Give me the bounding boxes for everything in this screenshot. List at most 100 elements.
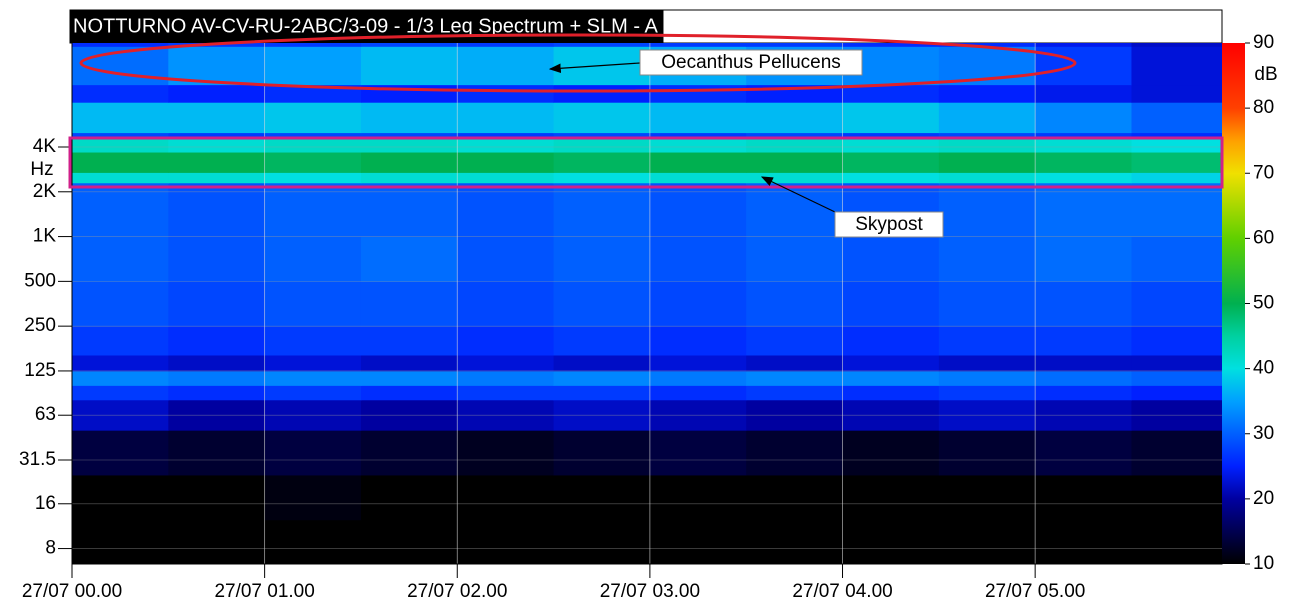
heat-cell <box>842 236 940 282</box>
heat-cell <box>457 137 555 153</box>
y-tick-label: 125 <box>24 360 56 381</box>
heat-cell <box>746 385 844 401</box>
heat-cell <box>649 474 747 521</box>
heat-cell <box>360 326 458 356</box>
heat-cell <box>72 474 169 521</box>
heat-cell <box>1035 385 1132 401</box>
colorbar-tick-label: 20 <box>1253 488 1274 509</box>
colorbar-tick-label: 80 <box>1253 97 1274 118</box>
heat-cell <box>1131 84 1223 103</box>
heat-cell <box>842 84 940 103</box>
heat-cell <box>264 102 362 134</box>
heat-cell <box>938 182 1036 238</box>
x-tick-label: 27/07 04.00 <box>792 581 892 602</box>
annotation: Oecanthus Pellucens <box>661 52 841 73</box>
heat-cell <box>1035 182 1132 238</box>
colorbar <box>1222 43 1245 564</box>
heat-cell <box>457 370 555 386</box>
heat-cell <box>842 172 940 184</box>
heat-cell <box>553 474 651 521</box>
heat-cell <box>553 281 651 327</box>
heat-cell <box>360 281 458 327</box>
annotation: Skypost <box>855 214 923 235</box>
heat-cell <box>457 519 555 565</box>
y-tick-label: 250 <box>24 315 56 336</box>
heat-cell <box>746 281 844 327</box>
heat-cell <box>649 385 747 401</box>
heat-cell <box>553 430 651 476</box>
heat-cell <box>649 43 747 47</box>
heat-cell <box>168 474 266 521</box>
heat-cell <box>1131 182 1223 238</box>
heat-cell <box>842 152 940 173</box>
highlight-box <box>68 136 1224 189</box>
heat-cell <box>1131 354 1223 372</box>
heat-cell <box>842 43 940 47</box>
annotation-arrow <box>548 62 641 74</box>
colorbar-tick-label: 70 <box>1253 162 1274 183</box>
heat-cell <box>168 172 266 184</box>
heat-cell <box>1035 370 1132 386</box>
heat-cell <box>457 326 555 356</box>
heat-cell <box>649 172 747 184</box>
heat-cell <box>360 132 458 139</box>
heat-cell <box>360 43 458 47</box>
colorbar-tick-label: 90 <box>1253 32 1274 53</box>
heat-cell <box>1035 137 1132 153</box>
y-tick-label: 4K <box>33 136 57 157</box>
heat-cell <box>938 474 1036 521</box>
heat-cell <box>746 519 844 565</box>
heat-cell <box>746 137 844 153</box>
heat-cell <box>842 430 940 476</box>
heat-cell <box>72 385 169 401</box>
heat-cell <box>168 354 266 372</box>
heatmap <box>72 43 1223 565</box>
heat-cell <box>168 152 266 173</box>
axes: 8 16 31.5 63 125 250 500 1K 2K 4K 27/07 00.00 27/07… <box>19 43 1222 602</box>
heat-cell <box>264 137 362 153</box>
heat-cell <box>1131 281 1223 327</box>
heat-cell <box>746 474 844 521</box>
heat-cell <box>72 326 169 356</box>
heat-cell <box>264 370 362 386</box>
heat-cell <box>1131 43 1223 47</box>
heat-cell <box>553 102 651 134</box>
heat-cell <box>264 474 362 521</box>
heat-cell <box>457 236 555 282</box>
x-tick-label: 27/07 03.00 <box>600 581 700 602</box>
heat-cell <box>1035 281 1132 327</box>
heat-cell <box>938 519 1036 565</box>
heat-cell <box>842 326 940 356</box>
annotation-box <box>639 49 863 76</box>
heat-cell <box>553 137 651 153</box>
heat-cell <box>649 370 747 386</box>
colorbar-tick-label: 50 <box>1253 293 1274 314</box>
heat-cell <box>457 172 555 184</box>
heat-cell <box>553 326 651 356</box>
heat-cell <box>457 132 555 139</box>
heat-cell <box>553 385 651 401</box>
heat-cell <box>1131 519 1223 565</box>
heat-cell <box>746 354 844 372</box>
heat-cell <box>649 281 747 327</box>
heat-cell <box>264 326 362 356</box>
heat-cell <box>1131 236 1223 282</box>
heat-cell <box>168 370 266 386</box>
heat-cell <box>360 474 458 521</box>
heat-cell <box>360 102 458 134</box>
heat-cell <box>264 519 362 565</box>
heat-cell <box>168 137 266 153</box>
heat-cell <box>1131 132 1223 139</box>
heat-cell <box>457 385 555 401</box>
heat-cell <box>168 326 266 356</box>
heat-cell <box>1131 152 1223 173</box>
x-tick-label: 27/07 05.00 <box>985 581 1085 602</box>
heat-cell <box>457 152 555 173</box>
heat-cell <box>649 519 747 565</box>
heat-cell <box>1035 132 1132 139</box>
heat-cell <box>842 519 940 565</box>
heat-cell <box>457 43 555 47</box>
colorbar-label: dB <box>1254 64 1277 85</box>
heat-cell <box>264 43 362 47</box>
heat-cell <box>72 519 169 565</box>
